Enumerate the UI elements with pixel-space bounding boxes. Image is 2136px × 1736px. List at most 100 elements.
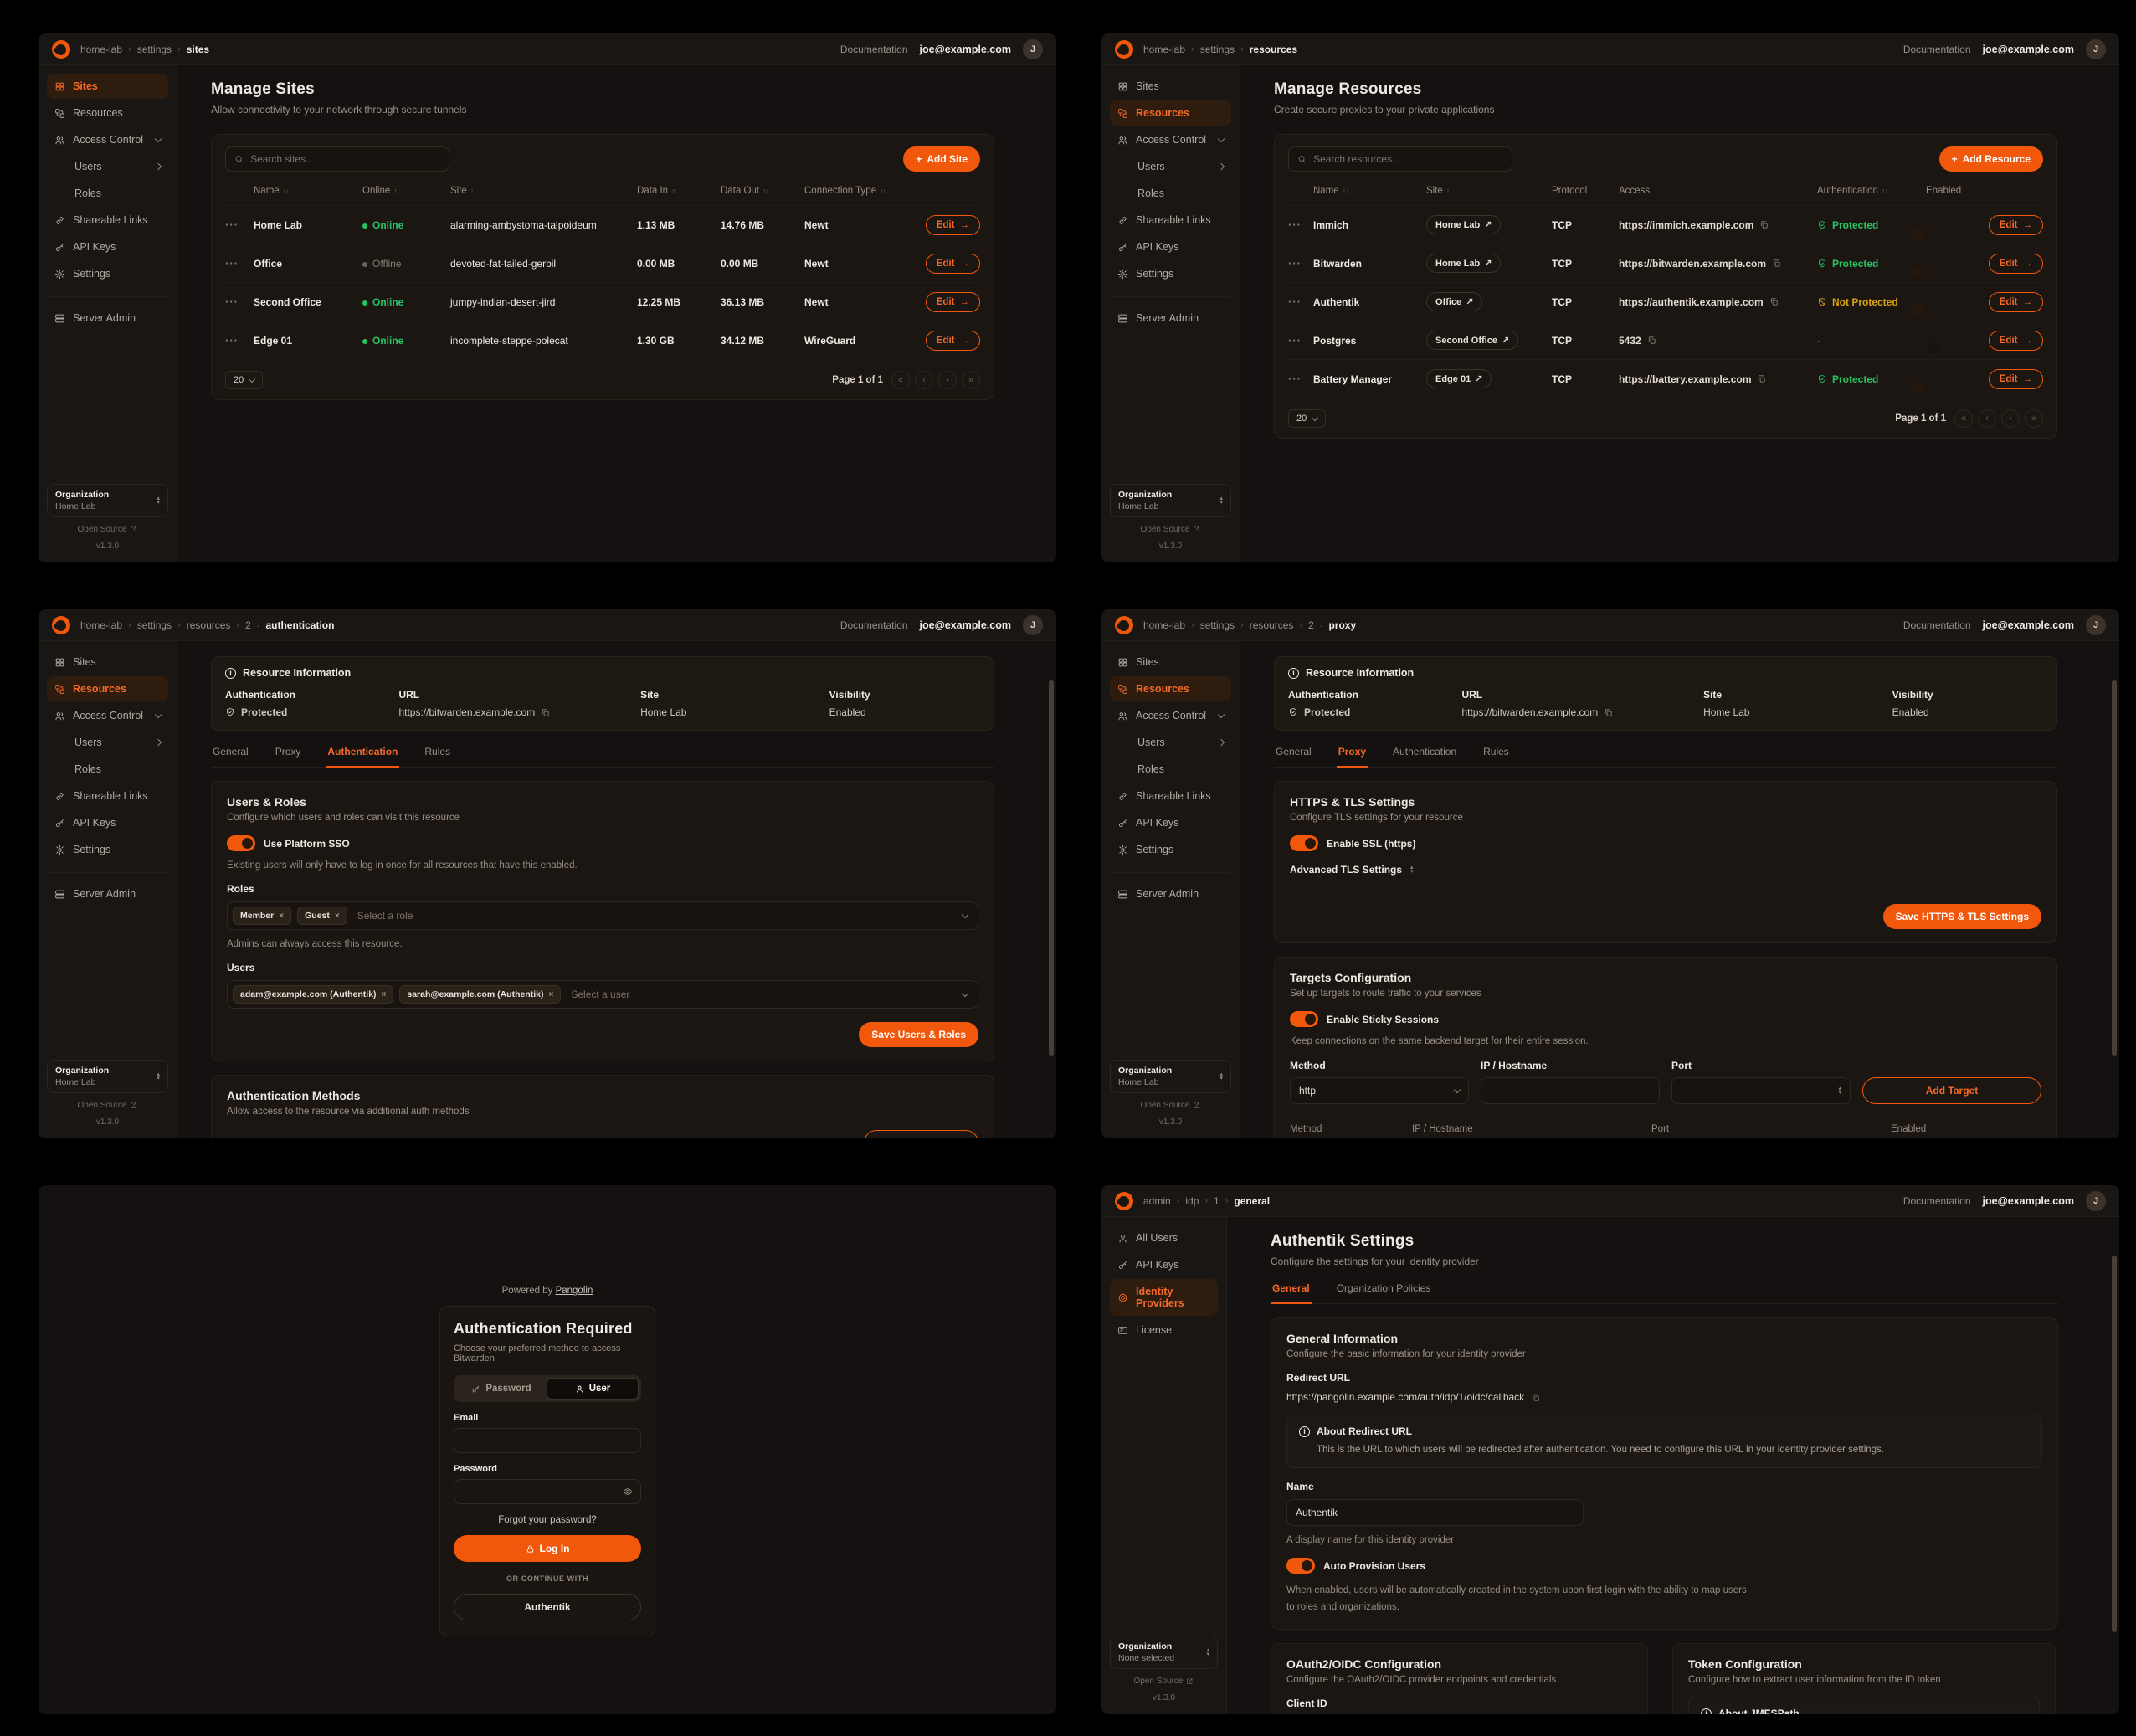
edit-button[interactable]: Edit → — [1988, 214, 2043, 235]
breadcrumb-settings[interactable]: settings — [1199, 43, 1235, 55]
port-input[interactable]: ▴ ▾ — [1671, 1077, 1851, 1104]
sidebar-item-server-admin[interactable]: Server Admin — [47, 881, 168, 907]
sidebar-item-roles[interactable]: Roles — [1137, 187, 1164, 199]
tab-password[interactable]: Password — [456, 1378, 547, 1400]
row-menu-icon[interactable]: ··· — [225, 334, 239, 347]
user-chip[interactable]: adam@example.com (Authentik) × — [233, 985, 394, 1004]
sidebar-item-users[interactable]: Users — [47, 154, 168, 179]
copy-icon[interactable] — [1759, 220, 1769, 229]
edit-button[interactable]: Edit → — [1988, 253, 2043, 274]
add-resource-button[interactable]: + Add Resource — [1938, 146, 2043, 172]
sidebar-item-identity-providers[interactable]: Identity Providers — [1110, 1279, 1218, 1316]
col-site[interactable]: Site ↑↓ — [1426, 186, 1452, 196]
scrollbar[interactable] — [2112, 1256, 2117, 1632]
authentik-sso-button[interactable]: Authentik — [454, 1594, 641, 1620]
sidebar-item-api-keys[interactable]: API Keys — [1110, 1252, 1218, 1277]
sidebar-item-api-keys[interactable]: API Keys — [47, 810, 168, 835]
tab-general[interactable]: General — [213, 746, 249, 758]
rows-per-page-select[interactable]: 20 — [225, 371, 264, 389]
row-menu-icon[interactable]: ··· — [225, 295, 239, 308]
edit-button[interactable]: Edit → — [925, 330, 980, 351]
enable-ssl-toggle[interactable] — [1290, 835, 1318, 851]
breadcrumb-admin[interactable]: admin — [1143, 1194, 1171, 1207]
tab-authentication[interactable]: Authentication — [326, 746, 400, 768]
sidebar-item-shareable-links[interactable]: Shareable Links — [47, 783, 168, 809]
advanced-tls-expander[interactable]: Advanced TLS Settings ▴ ▾ — [1290, 864, 1414, 876]
copy-icon[interactable] — [541, 708, 550, 717]
org-selector[interactable]: Organization Home Lab ▴ ▾ — [47, 1060, 168, 1093]
breadcrumb-settings[interactable]: settings — [136, 619, 172, 631]
site-link[interactable]: Second Office ↗ — [1426, 331, 1519, 350]
edit-button[interactable]: Edit → — [1988, 368, 2043, 389]
user-avatar[interactable]: J — [1023, 39, 1043, 59]
prev-page-button[interactable]: ‹ — [915, 371, 933, 389]
users-multiselect[interactable]: adam@example.com (Authentik) × sarah@exam… — [227, 980, 978, 1009]
copy-icon[interactable] — [1757, 374, 1766, 383]
open-source-link[interactable]: Open Source — [1110, 1677, 1218, 1686]
first-page-button[interactable]: « — [1954, 409, 1973, 428]
pangolin-link[interactable]: Pangolin — [555, 1286, 593, 1296]
documentation-link[interactable]: Documentation — [1902, 43, 1971, 55]
row-menu-icon[interactable]: ··· — [1288, 218, 1302, 231]
org-selector[interactable]: Organization Home Lab ▴ ▾ — [47, 484, 168, 517]
search-sites-input[interactable] — [225, 146, 449, 172]
user-email[interactable]: joe@example.com — [1982, 43, 2074, 55]
prev-page-button[interactable]: ‹ — [1978, 409, 1996, 428]
scrollbar[interactable] — [2112, 680, 2117, 1056]
sidebar-item-access-control[interactable]: Access Control — [1110, 703, 1231, 728]
tab-proxy[interactable]: Proxy — [1336, 746, 1368, 768]
documentation-link[interactable]: Documentation — [840, 43, 908, 55]
user-email[interactable]: joe@example.com — [1982, 1194, 2074, 1207]
sidebar-item-sites[interactable]: Sites — [1110, 74, 1231, 99]
open-source-link[interactable]: Open Source — [1110, 525, 1231, 534]
user-avatar[interactable]: J — [2086, 1190, 2106, 1211]
add-target-button[interactable]: Add Target — [1862, 1077, 2041, 1104]
open-source-link[interactable]: Open Source — [1110, 1101, 1231, 1110]
user-chip[interactable]: sarah@example.com (Authentik) × — [399, 985, 562, 1004]
sidebar-item-all-users[interactable]: All Users — [1110, 1225, 1218, 1251]
col-name[interactable]: Name ↑↓ — [254, 186, 289, 196]
copy-icon[interactable] — [1772, 259, 1781, 268]
first-page-button[interactable]: « — [891, 371, 910, 389]
sidebar-item-resources[interactable]: Resources — [47, 676, 168, 701]
user-avatar[interactable]: J — [2086, 614, 2106, 635]
name-input[interactable] — [1286, 1499, 1584, 1527]
breadcrumb-org[interactable]: home-lab — [1143, 619, 1186, 631]
sidebar-item-shareable-links[interactable]: Shareable Links — [1110, 783, 1231, 809]
col-data-in[interactable]: Data In ↑↓ — [637, 186, 678, 196]
user-email[interactable]: joe@example.com — [919, 619, 1011, 631]
remove-icon[interactable]: × — [381, 989, 387, 999]
role-chip[interactable]: Guest × — [297, 907, 347, 925]
email-field[interactable] — [454, 1428, 641, 1453]
add-site-button[interactable]: + Add Site — [903, 146, 980, 172]
row-menu-icon[interactable]: ··· — [1288, 372, 1302, 385]
sidebar-item-resources[interactable]: Resources — [47, 100, 168, 126]
breadcrumb-org[interactable]: home-lab — [80, 619, 123, 631]
site-link[interactable]: Office ↗ — [1426, 292, 1483, 311]
org-selector[interactable]: Organization None selected ▴ ▾ — [1110, 1636, 1218, 1669]
sidebar-item-settings[interactable]: Settings — [1110, 261, 1231, 286]
search-resources-input[interactable] — [1288, 146, 1512, 172]
breadcrumb-idp-id[interactable]: 1 — [1214, 1194, 1219, 1207]
edit-button[interactable]: Edit → — [925, 291, 980, 312]
sidebar-item-roles[interactable]: Roles — [74, 763, 101, 775]
last-page-button[interactable]: » — [2025, 409, 2043, 428]
remove-password-button[interactable]: Remove Password — [864, 1130, 978, 1138]
documentation-link[interactable]: Documentation — [840, 619, 908, 631]
sidebar-item-api-keys[interactable]: API Keys — [47, 234, 168, 259]
last-page-button[interactable]: » — [962, 371, 980, 389]
edit-button[interactable]: Edit → — [1988, 330, 2043, 351]
log-in-button[interactable]: Log In — [454, 1535, 641, 1562]
roles-multiselect[interactable]: Member × Guest × Select a role — [227, 901, 978, 930]
row-menu-icon[interactable]: ··· — [225, 257, 239, 270]
sidebar-item-roles[interactable]: Roles — [74, 187, 101, 199]
forgot-password-link[interactable]: Forgot your password? — [498, 1515, 597, 1525]
col-connection-type[interactable]: Connection Type ↑↓ — [804, 186, 886, 196]
row-menu-icon[interactable]: ··· — [1288, 257, 1302, 270]
sidebar-item-users[interactable]: Users — [1110, 154, 1231, 179]
sidebar-item-server-admin[interactable]: Server Admin — [1110, 306, 1231, 331]
password-field[interactable] — [454, 1479, 641, 1504]
tab-general[interactable]: General — [1271, 1282, 1312, 1304]
breadcrumb-settings[interactable]: settings — [136, 43, 172, 55]
sidebar-item-sites[interactable]: Sites — [1110, 650, 1231, 675]
